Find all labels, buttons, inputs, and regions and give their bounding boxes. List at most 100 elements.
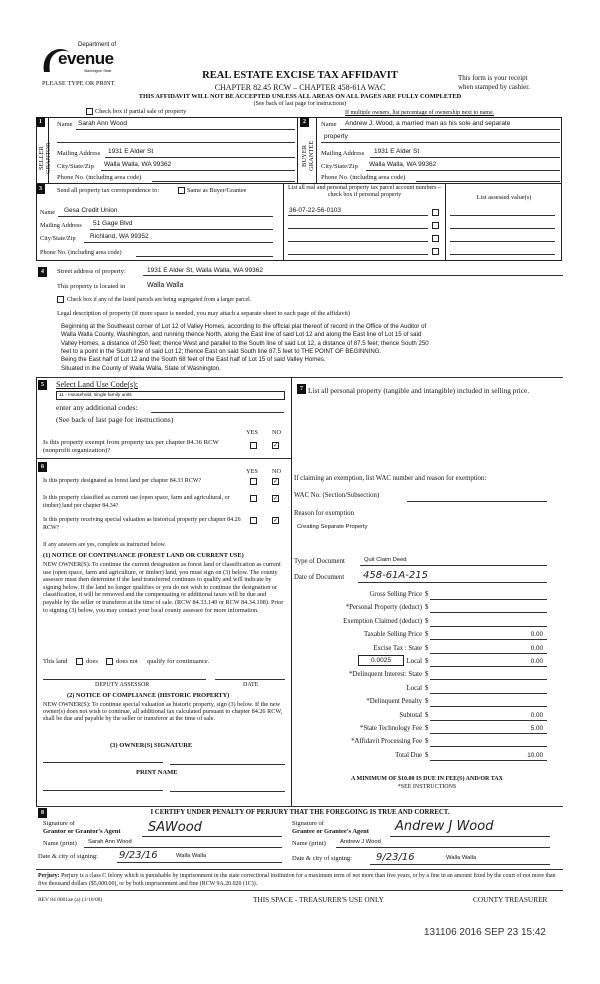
personal-property-checkbox[interactable] <box>432 222 439 229</box>
sec6-yes-checkbox[interactable] <box>250 495 257 502</box>
sec6-no-checkbox[interactable]: ✓ <box>272 478 279 485</box>
doc-type-field[interactable]: Quit Claim Deed <box>364 557 407 563</box>
print-name-label: PRINT NAME <box>136 769 178 776</box>
reason-field[interactable]: Creating Separate Property <box>297 524 368 530</box>
perjury-text: Perjury is a class C felony which is pun… <box>38 873 556 887</box>
fee-label: *Personal Property (deduct) <box>345 604 422 612</box>
perjury-notice: Perjury: Perjury is a class C felony whi… <box>38 872 562 888</box>
land-use-select[interactable]: 11 - Household, single family units <box>56 391 285 400</box>
does-label: does <box>86 658 98 665</box>
seller-city-field[interactable]: Walla Walla, WA 99362 <box>104 161 172 168</box>
buyer-name-field[interactable]: Andrew J. Wood, a married man as his sol… <box>345 120 511 127</box>
section-6-badge: 6 <box>38 462 47 472</box>
fee-label: Exemption Claimed (deduct) <box>343 617 422 625</box>
sec6-yes-checkbox[interactable] <box>250 478 257 485</box>
receipt-note-2: when stamped by cashier. <box>458 83 530 91</box>
section-7-badge: 7 <box>297 384 306 394</box>
grantee-city-field[interactable]: Walla Walla <box>446 855 477 861</box>
corr-name-field[interactable]: Gesa Credit Union <box>64 207 118 214</box>
exempt-no-checkbox[interactable]: ✓ <box>272 442 279 449</box>
sig-label: Signature of <box>43 820 75 827</box>
name-print-label: Name (print) <box>43 840 77 847</box>
grantee-sig-label: Grantee or Grantee's Agent <box>292 828 369 835</box>
perjury-bold: Perjury: <box>38 873 60 879</box>
fee-value-field[interactable]: 5.00 <box>530 725 543 732</box>
personal-property-checkbox[interactable] <box>432 235 439 242</box>
street-label: Street address of property: <box>57 268 126 275</box>
seller-grantor-label: SELLER GRANTOR <box>38 142 52 173</box>
fee-value-field[interactable]: 0.00 <box>530 631 543 639</box>
legal-label: Legal description of property (if more s… <box>57 310 351 317</box>
fee-label: Gross Selling Price <box>369 591 422 598</box>
logo-swoosh-icon <box>43 49 69 72</box>
sec6-no-checkbox[interactable]: ✓ <box>272 517 279 524</box>
fee-label: Subtotal <box>399 711 422 719</box>
see-back-5: (See back of last page for instructions) <box>56 415 174 424</box>
segregated-checkbox[interactable] <box>57 296 64 303</box>
grantor-name-field[interactable]: Sarah Ann Wood <box>88 839 132 845</box>
dollar-sign: $ <box>425 631 429 639</box>
buyer-grantee-label: BUYER GRANTEE <box>301 140 315 172</box>
sec6-yes-checkbox[interactable] <box>250 517 257 524</box>
legal-line: Being the East half of Lot 12 and the So… <box>61 356 326 364</box>
personal-property-checkbox[interactable] <box>432 209 439 216</box>
grantee-name-field[interactable]: Andrew J Wood <box>340 839 381 845</box>
located-field[interactable]: Walla Walla <box>147 282 184 289</box>
grantor-city-field[interactable]: Walla Walla <box>176 853 207 859</box>
corr-mail-field[interactable]: 51 Gage Blvd <box>93 220 133 227</box>
doc-date-field[interactable]: 458-61A-215 <box>363 570 428 581</box>
name-print-label: Name (print) <box>292 840 326 847</box>
partial-sale-checkbox[interactable] <box>86 108 93 115</box>
street-address-field[interactable]: 1931 E Alder St, Walla Walla, WA 99362 <box>147 267 263 274</box>
this-land-label: This land <box>43 658 68 665</box>
same-as-buyer-checkbox[interactable] <box>178 187 185 194</box>
multiple-owners-note: If multiple owners, list percentage of o… <box>345 110 495 116</box>
parcel-number-field[interactable]: 36-07-22-56-0103 <box>289 207 342 214</box>
qualify-label: qualify for continuance. <box>147 658 210 665</box>
buyer-mail-field[interactable]: 1931 E Alder St <box>374 148 420 155</box>
grantee-date-field[interactable]: 9/23/16 <box>376 852 415 863</box>
reason-label: Reason for exemption <box>294 510 355 517</box>
see-back: (See back of last page for instructions) <box>253 101 347 107</box>
warning: THIS AFFIDAVIT WILL NOT BE ACCEPTED UNLE… <box>138 93 462 100</box>
grantor-signature[interactable]: SAWood <box>148 820 202 835</box>
does-not-checkbox[interactable] <box>106 658 113 665</box>
dor-logo: Department of evenue Washington State <box>40 42 120 78</box>
minimum-note: A MINIMUM OF $10.00 IS DUE IN FEE(S) AND… <box>351 776 503 782</box>
exempt-yes-checkbox[interactable] <box>250 442 257 449</box>
fee-value-field[interactable]: 0.00 <box>530 711 543 719</box>
owner-signature-label: (3) OWNER(S) SIGNATURE <box>110 742 193 749</box>
name-label: Name <box>57 121 73 128</box>
seller-name-field[interactable]: Sarah Ann Wood <box>78 120 128 127</box>
same-as-buyer-label: Same as Buyer/Grantee <box>187 187 247 194</box>
local-rate-box[interactable]: 0.0025 <box>358 655 404 666</box>
grantor-date-field[interactable]: 9/23/16 <box>119 850 158 861</box>
buyer-name-field-2[interactable]: property <box>324 133 348 140</box>
located-label: This property is located in <box>57 283 126 290</box>
legal-line: Beginning at the Southeast corner of Lot… <box>61 323 427 330</box>
fee-value-field[interactable]: 0.00 <box>530 658 543 665</box>
certify-statement: I CERTIFY UNDER PENALTY OF PERJURY THAT … <box>150 809 450 816</box>
cashier-stamp: 131106 2016 SEP 23 15:42 <box>424 927 546 938</box>
fee-label: *Delinquent Penalty <box>366 698 422 706</box>
personal-property-checkbox[interactable] <box>432 248 439 255</box>
fee-value-field[interactable]: 10.00 <box>527 751 543 759</box>
buyer-city-field[interactable]: Walla Walla, WA 99362 <box>369 161 437 168</box>
fee-value-field[interactable]: 0.00 <box>530 644 543 652</box>
corr-city-field[interactable]: Richland, WA 99352 <box>90 233 149 240</box>
grantee-signature[interactable]: Andrew J Wood <box>395 819 494 834</box>
receipt-note: This form is your receipt <box>458 74 528 82</box>
seller-mail-field[interactable]: 1931 E Alder St <box>108 148 154 155</box>
tax-correspondence-box <box>36 183 562 261</box>
legal-line: Walla Walla County, Washington, and runn… <box>61 331 422 339</box>
tax-corr-label: Send all property tax correspondence to: <box>57 187 159 194</box>
sec6-no-checkbox[interactable]: ✓ <box>272 495 279 502</box>
fee-label: Local <box>406 684 422 692</box>
dollar-sign: $ <box>425 591 429 598</box>
does-checkbox[interactable] <box>76 658 83 665</box>
mail-label: Mailing Address <box>40 222 82 229</box>
sec6-question: Is this property receiving special valua… <box>43 517 241 531</box>
doc-date-label: Date of Document <box>294 574 345 581</box>
exempt-question: Is this property exempt from property ta… <box>43 439 219 454</box>
logo-dept: Department of <box>78 42 117 48</box>
